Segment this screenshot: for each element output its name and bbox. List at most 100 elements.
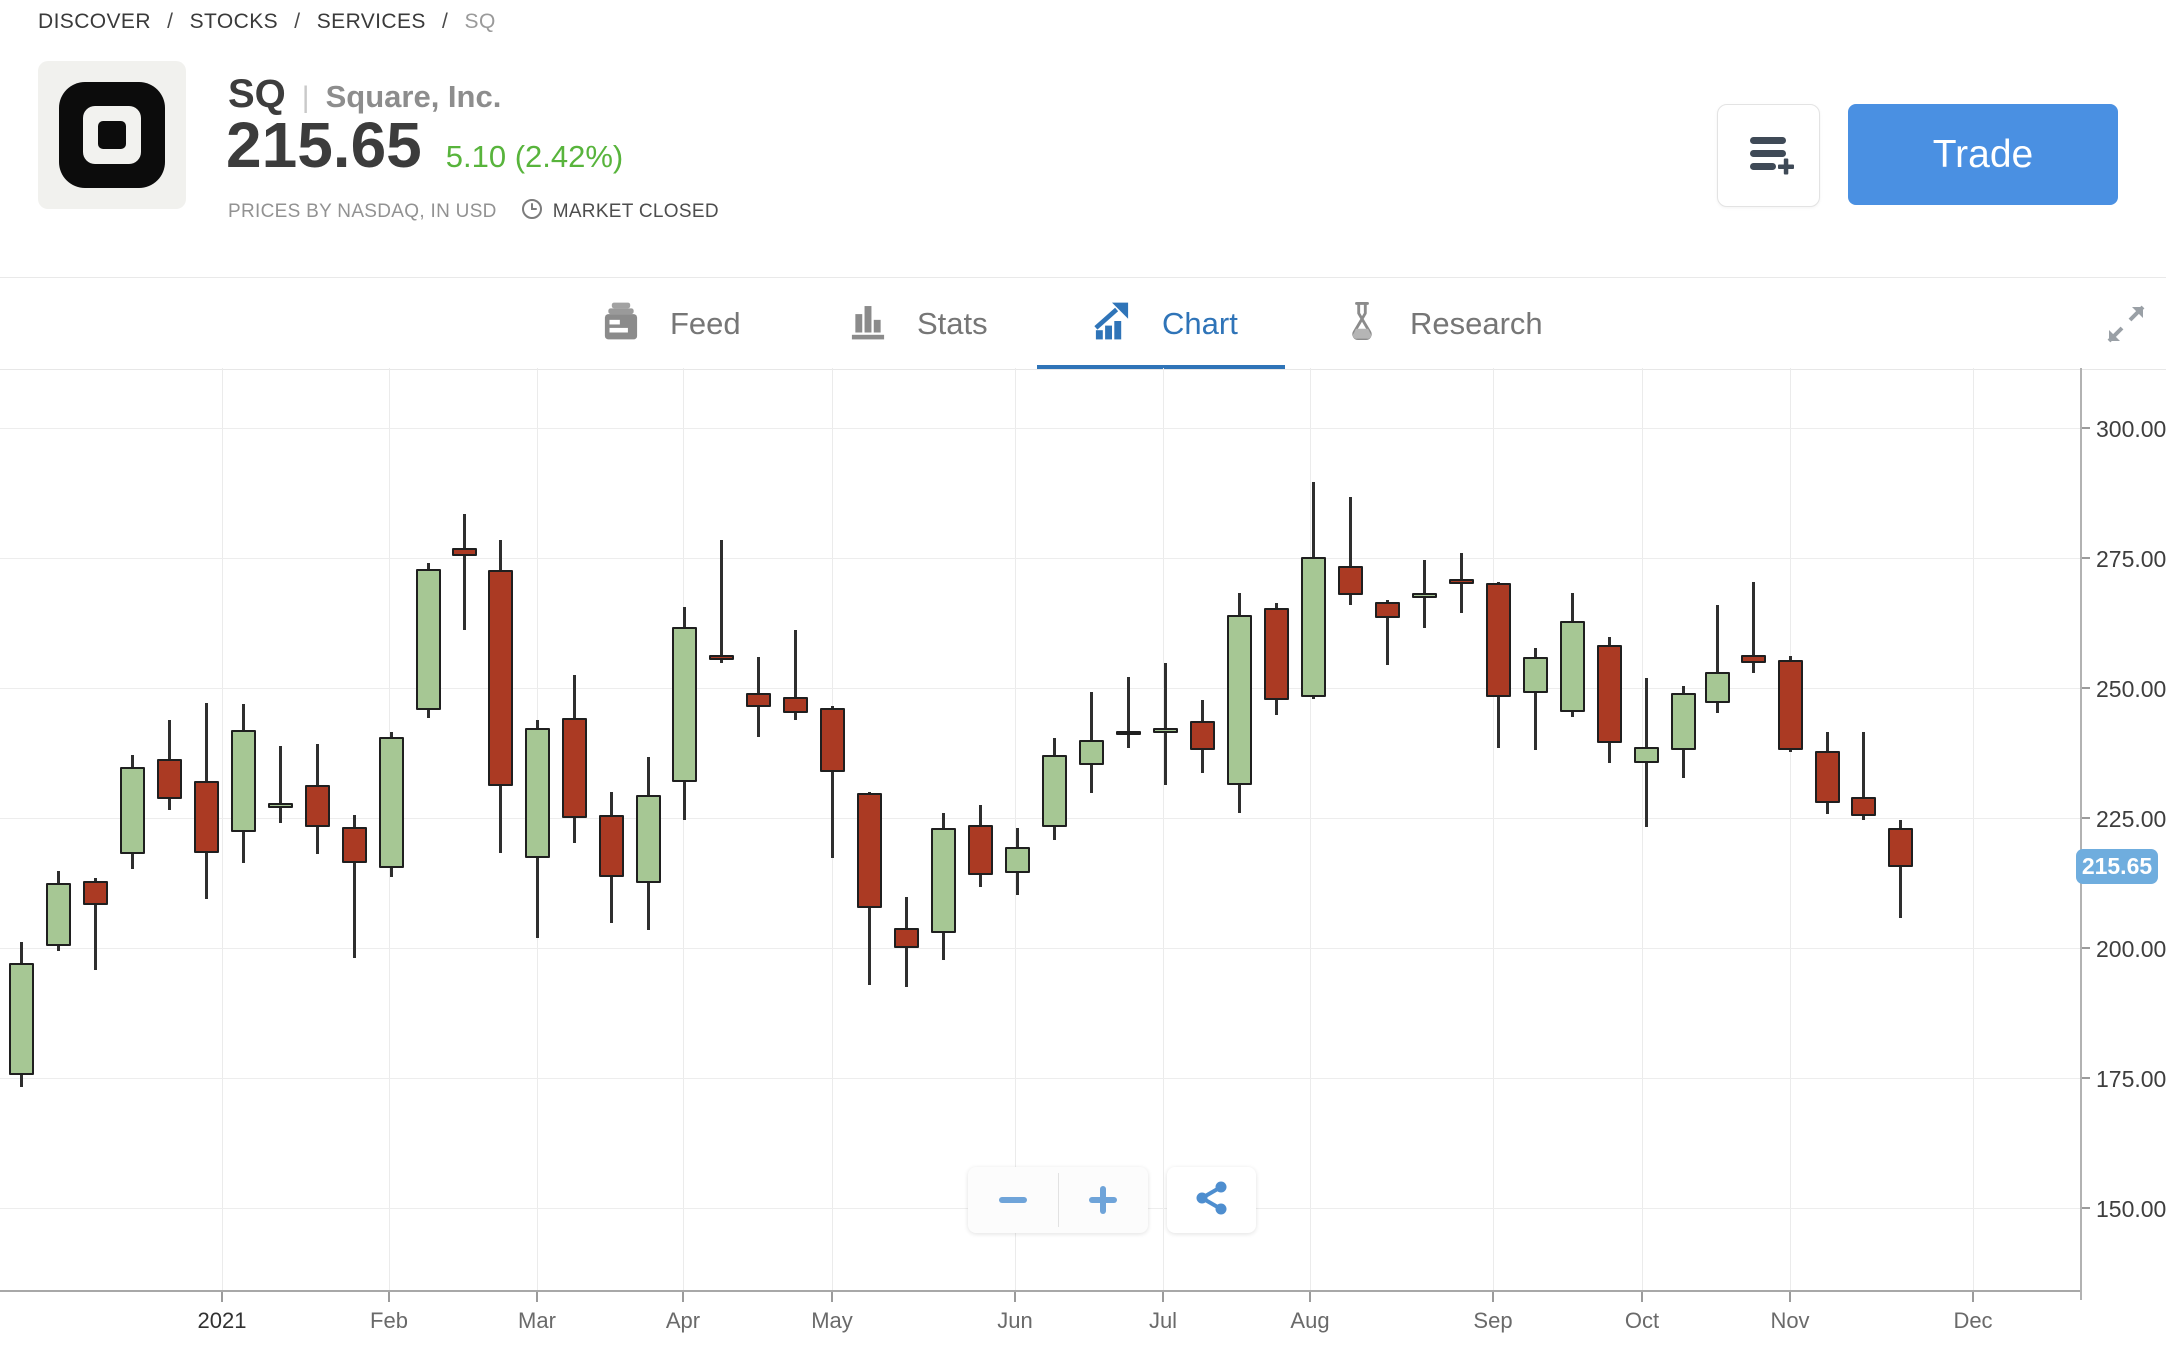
- y-axis-tick: [2080, 557, 2090, 559]
- x-axis-tick: [831, 1290, 833, 1302]
- x-axis-label: Feb: [370, 1308, 408, 1333]
- tab-chart[interactable]: Chart: [1088, 278, 1238, 369]
- candle-up: [1522, 656, 1548, 694]
- candle-down: [1448, 578, 1474, 584]
- x-axis-label: Apr: [665, 1308, 701, 1333]
- candle-down: [1740, 655, 1766, 664]
- plus-icon: [1089, 1186, 1118, 1214]
- candle-wick: [1126, 677, 1130, 748]
- breadcrumb-discover[interactable]: DISCOVER: [38, 10, 151, 33]
- candle-down: [487, 569, 513, 786]
- market-status: MARKET CLOSED: [552, 201, 719, 222]
- candle-down: [156, 759, 182, 799]
- y-axis-tick: [2080, 947, 2090, 949]
- x-axis-label: 2021: [197, 1308, 247, 1333]
- candle-down: [1814, 750, 1840, 803]
- candle-down: [856, 793, 882, 908]
- zoom-out-button[interactable]: [968, 1167, 1058, 1233]
- candle-up: [45, 883, 71, 946]
- price-gridline: [0, 818, 2080, 819]
- month-gridline: [1493, 368, 1494, 1290]
- candle-down: [819, 707, 845, 773]
- candle-down: [745, 693, 771, 708]
- candle-down: [341, 826, 367, 864]
- y-axis-label: 250.00: [2096, 676, 2166, 702]
- candle-up: [930, 827, 956, 933]
- x-axis-label: Oct: [1624, 1308, 1660, 1333]
- breadcrumb-stocks[interactable]: STOCKS: [189, 10, 279, 33]
- tab-feed-label: Feed: [670, 305, 741, 341]
- candle-wick: [1715, 604, 1719, 713]
- candle-down: [1263, 607, 1289, 700]
- x-axis-line: [0, 1290, 2080, 1292]
- candle-up: [8, 963, 34, 1075]
- candle-down: [1374, 601, 1400, 618]
- breadcrumb-services[interactable]: SERVICES: [316, 10, 426, 33]
- breadcrumb-separator: /: [442, 10, 449, 33]
- month-gridline: [222, 368, 223, 1290]
- tab-stats[interactable]: Stats: [845, 278, 988, 369]
- candle-up: [1559, 620, 1585, 712]
- minus-icon: [998, 1197, 1027, 1203]
- tab-research[interactable]: Research: [1340, 278, 1543, 369]
- candle-wick: [1348, 497, 1352, 605]
- clock-icon: [521, 198, 543, 226]
- x-axis-tick: [1162, 1290, 1164, 1302]
- x-axis-tick: [1972, 1290, 1974, 1302]
- candle-wick: [830, 706, 834, 859]
- candle-up: [378, 736, 404, 868]
- x-axis-tick: [682, 1290, 684, 1302]
- price-gridline: [0, 558, 2080, 559]
- x-axis-tick: [1309, 1290, 1311, 1302]
- candle-wick: [1163, 663, 1167, 786]
- candle-wick: [462, 513, 466, 630]
- feed-icon: [598, 298, 644, 349]
- zoom-in-button[interactable]: [1059, 1167, 1149, 1233]
- tab-bar: Feed Stats: [0, 277, 2166, 370]
- breadcrumb-separator: /: [167, 10, 174, 33]
- price-source-note: PRICES BY NASDAQ, IN USD: [228, 201, 497, 222]
- y-axis-tick: [2080, 1207, 2090, 1209]
- candle-up: [267, 802, 293, 809]
- price-source-row: PRICES BY NASDAQ, IN USD MARKET CLOSED: [228, 198, 719, 226]
- share-chart-button[interactable]: [1167, 1167, 1256, 1233]
- x-axis-label: Mar: [518, 1308, 556, 1333]
- candle-down: [1777, 659, 1803, 750]
- x-axis-label: Jul: [1148, 1308, 1178, 1333]
- price-gridline: [0, 1078, 2080, 1079]
- add-to-watchlist-button[interactable]: [1717, 104, 1820, 207]
- price-gridline: [0, 428, 2080, 429]
- trade-button-label: Trade: [1932, 132, 2034, 176]
- candle-up: [1041, 755, 1067, 827]
- candle-wick: [352, 814, 356, 958]
- candle-down: [1115, 731, 1141, 736]
- price-gridline: [0, 688, 2080, 689]
- candle-up: [415, 568, 441, 710]
- candle-down: [893, 928, 919, 948]
- candle-down: [561, 718, 587, 818]
- y-axis-line: [2080, 368, 2082, 1300]
- zoom-controls-divider: [1057, 1173, 1059, 1227]
- fullscreen-expand-icon[interactable]: [2103, 301, 2149, 347]
- price-gridline: [0, 948, 2080, 949]
- y-axis-label: 275.00: [2096, 546, 2166, 572]
- tab-feed[interactable]: Feed: [598, 278, 741, 369]
- share-icon: [1192, 1178, 1232, 1223]
- candle-up: [1411, 592, 1437, 599]
- x-axis-tick: [1641, 1290, 1643, 1302]
- x-axis-tick: [1789, 1290, 1791, 1302]
- breadcrumb-current-symbol: SQ: [464, 10, 496, 33]
- candle-wick: [793, 629, 797, 720]
- candlestick-chart-area[interactable]: 2021 Feb Mar Apr May Jun Jul Aug Sep Oct Nov Dec 300…: [0, 368, 2166, 1352]
- price-block: 215.65 5.10 (2.42%): [226, 113, 623, 177]
- candle-down: [82, 880, 108, 905]
- y-axis-label: 300.00: [2096, 416, 2166, 442]
- y-axis-label: 175.00: [2096, 1066, 2166, 1092]
- candle-up: [1300, 556, 1326, 697]
- ticker-symbol: SQ: [228, 72, 286, 116]
- month-gridline: [1642, 368, 1643, 1290]
- trade-button[interactable]: Trade: [1848, 104, 2118, 205]
- candle-down: [598, 814, 624, 877]
- candle-up: [230, 730, 256, 833]
